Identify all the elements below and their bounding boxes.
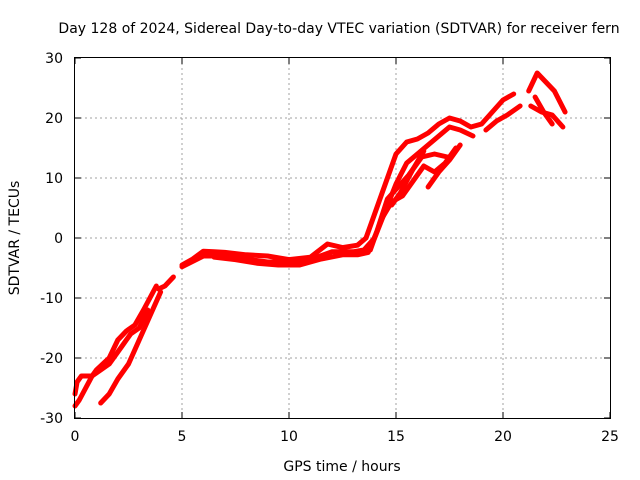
y-tick-label: -30 [40, 411, 63, 427]
data-trace-track-12 [526, 70, 568, 115]
y-tick-label: 0 [54, 231, 63, 247]
x-axis-label: GPS time / hours [283, 459, 400, 475]
data-trace-track-5 [179, 91, 517, 268]
data-traces [72, 70, 568, 409]
y-tick-label: 20 [45, 111, 63, 127]
data-trace-track-14 [532, 94, 555, 127]
x-tick-label: 0 [71, 429, 80, 445]
y-tick-label: -20 [40, 351, 63, 367]
x-tick-label: 20 [494, 429, 512, 445]
data-trace-track-10 [425, 142, 463, 190]
data-trace-track-3 [98, 289, 164, 406]
data-trace-track-2 [72, 307, 151, 397]
x-tick-label: 10 [280, 429, 298, 445]
chart-title: Day 128 of 2024, Sidereal Day-to-day VTE… [58, 21, 619, 37]
plot-frame [74, 57, 611, 419]
grid-lines [75, 58, 610, 418]
x-tick-label: 15 [387, 429, 405, 445]
y-axis-label: SDTVAR / TECUs [7, 181, 23, 296]
data-trace-track-11 [483, 103, 523, 133]
y-tick-label: -10 [40, 291, 63, 307]
y-tick-label: 30 [45, 51, 63, 67]
data-trace-track-9 [389, 148, 427, 208]
data-trace-track-8 [367, 145, 459, 253]
x-tick-label: 5 [178, 429, 187, 445]
axis-ticks: 0 5 10 15 20 25 -30 -20 -10 0 10 20 30 [40, 51, 619, 445]
data-trace-track-4 [156, 274, 176, 292]
x-tick-label: 25 [601, 429, 619, 445]
y-tick-label: 10 [45, 171, 63, 187]
data-trace-track-1 [72, 283, 159, 409]
